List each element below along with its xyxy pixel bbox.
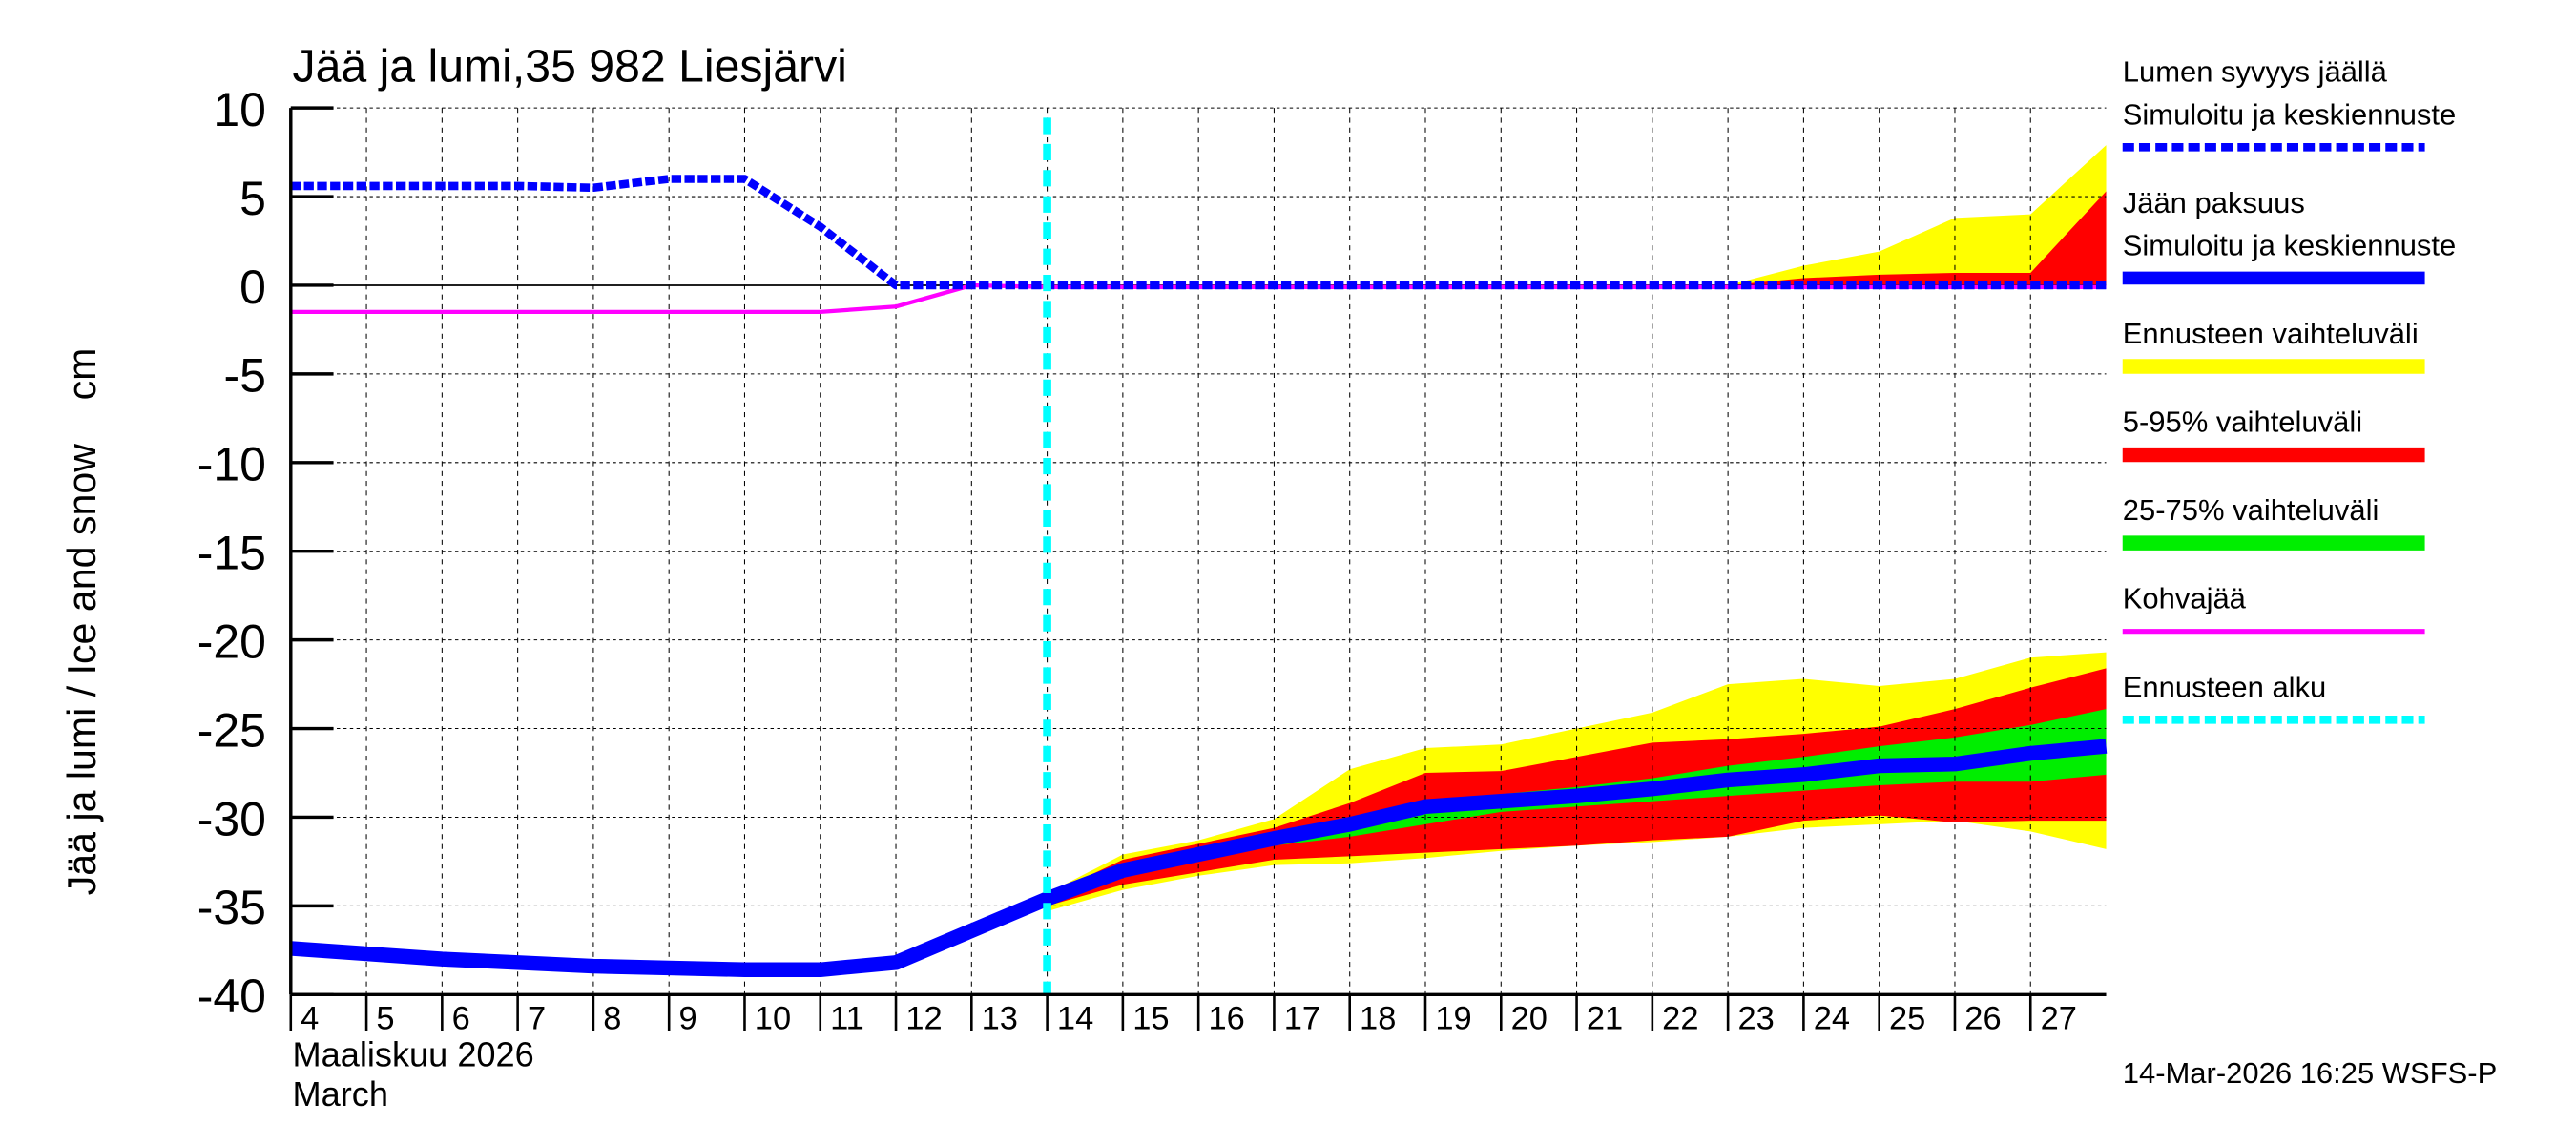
y-tick-label: -35: [197, 881, 266, 934]
legend: Lumen syvyys jäällä Simuloitu ja keskienn…: [2123, 55, 2457, 724]
y-tick-label: -15: [197, 527, 266, 580]
x-axis-label-fi: Maaliskuu 2026: [293, 1035, 534, 1074]
y-tick-label: -10: [197, 438, 266, 491]
y-tick-label: 10: [213, 83, 266, 136]
x-tick-label: 4: [301, 1000, 319, 1036]
y-tick-label: 0: [239, 260, 266, 314]
x-tick-label: 27: [2041, 1000, 2077, 1036]
legend-label: Lumen syvyys jäällä: [2123, 55, 2388, 89]
x-axis-label-en: March: [293, 1074, 388, 1114]
x-tick-label: 14: [1057, 1000, 1093, 1036]
legend-label: 25-75% vaihteluväli: [2123, 493, 2379, 527]
x-tick-label: 6: [452, 1000, 470, 1036]
y-tick-label: -5: [224, 349, 266, 403]
ice-thickness-line: [290, 739, 2108, 977]
legend-label: Simuloitu ja keskiennuste: [2123, 97, 2457, 131]
x-tick-label: 18: [1360, 1000, 1396, 1036]
x-tick-label: 13: [982, 1000, 1018, 1036]
x-tick-label: 25: [1889, 1000, 1925, 1036]
chart-title: Jää ja lumi,35 982 Liesjärvi: [293, 41, 847, 93]
x-tick-label: 23: [1737, 1000, 1774, 1036]
x-tick-label: 5: [376, 1000, 394, 1036]
x-tick-label: 12: [905, 1000, 942, 1036]
footer-timestamp: 14-Mar-2026 16:25 WSFS-P: [2123, 1056, 2498, 1090]
snow-range-5-95-band: [1728, 191, 2107, 285]
x-tick-label: 15: [1132, 1000, 1169, 1036]
y-tick-label: -40: [197, 969, 266, 1023]
snow-range-full-band: [1728, 145, 2107, 285]
x-tick-label: 17: [1284, 1000, 1320, 1036]
y-axis-label: Jää ja lumi / Ice and snow cm: [60, 348, 104, 896]
x-tick-label: 10: [755, 1000, 791, 1036]
legend-label: Ennusteen alku: [2123, 670, 2327, 703]
snow-depth-line: [290, 175, 2107, 290]
y-tick-label: -25: [197, 704, 266, 758]
x-tick-label: 22: [1662, 1000, 1698, 1036]
y-tick-label: 5: [239, 172, 266, 225]
x-tick-label: 16: [1208, 1000, 1244, 1036]
y-tick-label: -20: [197, 615, 266, 669]
x-tick-label: 19: [1435, 1000, 1471, 1036]
legend-label: Kohvajää: [2123, 582, 2247, 615]
legend-label: Jään paksuus: [2123, 186, 2305, 219]
x-tick-label: 21: [1587, 1000, 1623, 1036]
y-tick-label: -30: [197, 792, 266, 845]
x-tick-label: 20: [1511, 1000, 1548, 1036]
x-tick-label: 24: [1814, 1000, 1850, 1036]
x-tick-label: 11: [830, 1000, 864, 1036]
legend-label: Simuloitu ja keskiennuste: [2123, 228, 2457, 261]
x-tick-label: 9: [679, 1000, 697, 1036]
legend-label: Ennusteen vaihteluväli: [2123, 317, 2419, 350]
legend-label: 5-95% vaihteluväli: [2123, 406, 2362, 439]
x-tick-label: 8: [603, 1000, 621, 1036]
x-tick-label: 7: [528, 1000, 546, 1036]
x-tick-label: 26: [1964, 1000, 2001, 1036]
